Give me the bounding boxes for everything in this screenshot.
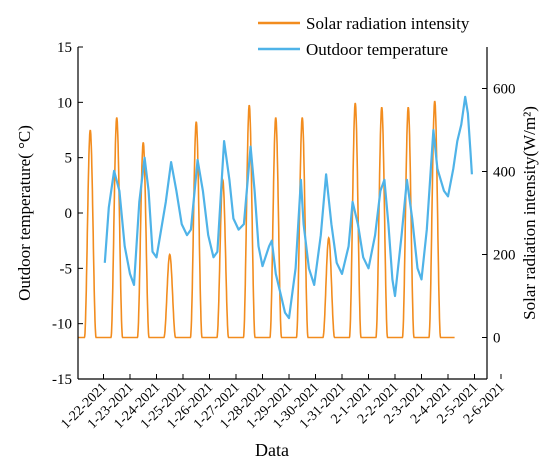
legend-label-solar: Solar radiation intensity <box>306 14 470 33</box>
legend-label-temperature: Outdoor temperature <box>306 40 448 59</box>
right-tick-label: 600 <box>493 82 516 98</box>
right-tick-label: 0 <box>493 331 501 347</box>
legend: Solar radiation intensity Outdoor temper… <box>258 14 470 59</box>
right-tick-label: 400 <box>493 165 516 181</box>
series-solar-radiation <box>78 100 455 339</box>
left-tick-label: 10 <box>57 95 72 111</box>
series-outdoor-temperature <box>103 95 473 320</box>
right-axis-label: Solar radiation intensity(W/m²) <box>520 106 539 320</box>
x-axis-label: Data <box>255 440 289 460</box>
plot-area <box>78 95 473 339</box>
left-axis-label: Outdoor temperature( °C) <box>15 125 34 301</box>
right-tick-label: 200 <box>493 248 516 264</box>
left-tick-label: 0 <box>65 206 73 222</box>
axes: -15-10-505101502004006001-22-20211-23-20… <box>52 40 516 432</box>
left-tick-label: 5 <box>65 151 73 167</box>
left-tick-label: -5 <box>60 261 73 277</box>
left-tick-label: -10 <box>52 317 72 333</box>
left-tick-label: -15 <box>52 372 72 388</box>
left-tick-label: 15 <box>57 40 72 56</box>
